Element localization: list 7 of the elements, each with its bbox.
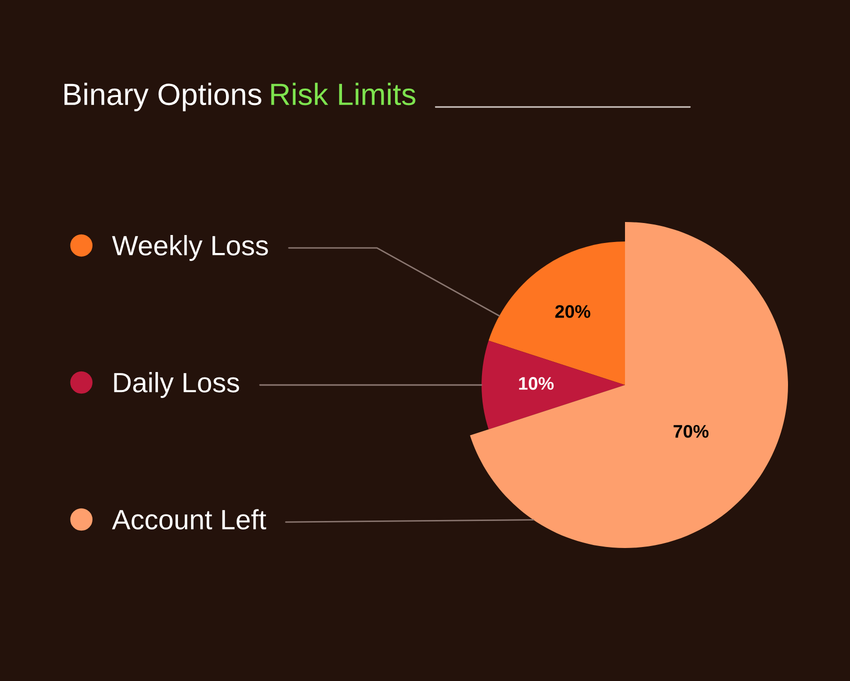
data-label: 70% [674,424,709,438]
legend-label: Weekly Loss [112,235,268,261]
legend-label: Account Left [112,509,266,530]
chart-title: Binary Options Risk Limits [64,82,416,112]
data-label: 10% [519,377,554,390]
legend-label: Daily Loss [114,372,240,398]
data-label: 20% [555,305,590,318]
